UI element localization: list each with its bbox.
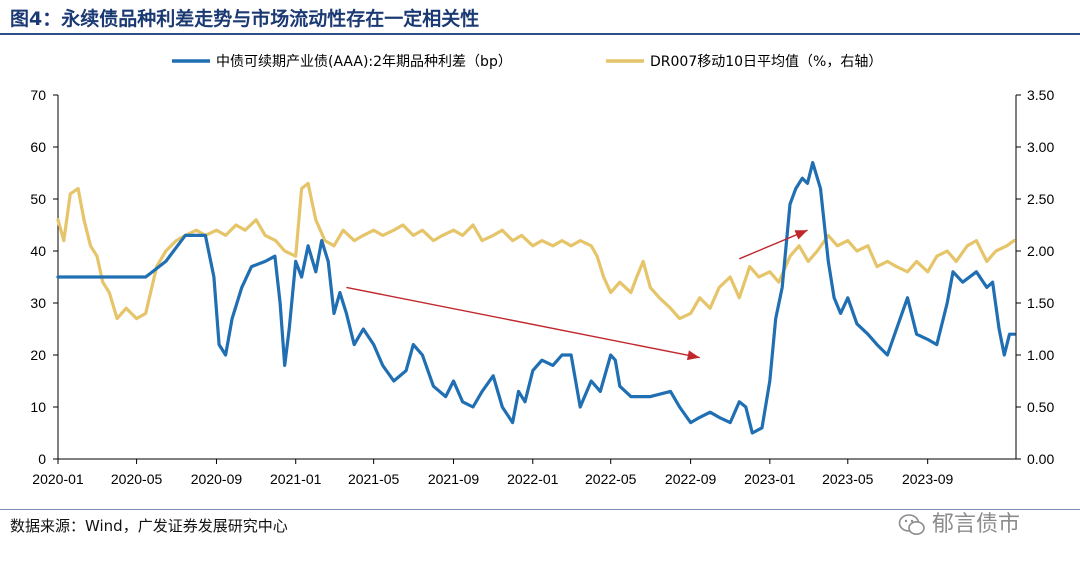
axes-layer: 0 10 20 30 40 50 60 70 0.00 0.50 1.00 1.50 2.00 2.50 3… (30, 87, 1054, 487)
y-left-tick-label: 0 (38, 451, 46, 467)
y-right-tick-label: 3.50 (1027, 87, 1054, 103)
watermark: 郁言债市 (898, 506, 1020, 538)
wechat-icon (898, 514, 925, 535)
x-tick-label: 2021-05 (348, 471, 400, 487)
series-line-spread (56, 161, 1016, 435)
y-left-tick-label: 40 (30, 243, 46, 259)
y-right-tick-label: 0.50 (1027, 399, 1054, 415)
trend-arrow-head (794, 230, 808, 240)
y-left-tick-label: 10 (30, 399, 46, 415)
x-tick-label: 2022-05 (585, 471, 637, 487)
legend-label-dr007: DR007移动10日平均值（%，右轴） (650, 54, 882, 70)
footer-divider (0, 509, 1080, 510)
legend-label-spread: 中债可续期产业债(AAA):2年期品种利差（bp） (216, 53, 512, 70)
y-left-tick-label: 50 (30, 191, 46, 207)
series-layer (56, 161, 1016, 435)
y-left-tick-label: 30 (30, 295, 46, 311)
x-tick-label: 2021-01 (270, 471, 322, 487)
trend-arrow (346, 286, 700, 361)
y-right-tick-label: 0.00 (1027, 451, 1054, 467)
y-left-tick-label: 70 (30, 87, 46, 103)
chart-svg: 0 10 20 30 40 50 60 70 0.00 0.50 1.00 1.50 2.00 2.50 3… (30, 53, 1054, 487)
series-line-dr007 (56, 181, 1016, 321)
x-tick-label: 2023-05 (822, 471, 874, 487)
y-left-tick-label: 60 (30, 139, 46, 155)
trend-arrow-shaft (739, 229, 808, 260)
x-tick-label: 2022-01 (507, 471, 559, 487)
x-tick-label: 2020-01 (32, 471, 84, 487)
y-right-tick-label: 3.00 (1027, 139, 1054, 155)
x-tick-label: 2022-09 (665, 471, 717, 487)
x-tick-label: 2020-05 (111, 471, 163, 487)
source-note: 数据来源：Wind，广发证券发展研究中心 (10, 517, 288, 535)
trend-arrow-shaft (346, 286, 700, 359)
y-right-tick-label: 2.00 (1027, 243, 1054, 259)
x-tick-label: 2023-01 (744, 471, 796, 487)
x-tick-label: 2020-09 (191, 471, 243, 487)
figure-title: 图4：永续债品种利差走势与市场流动性存在一定相关性 (10, 8, 480, 30)
trend-arrow (739, 229, 808, 260)
annotation-layer (346, 229, 808, 361)
watermark-text: 郁言债市 (932, 512, 1021, 537)
y-right-tick-label: 1.00 (1027, 347, 1054, 363)
y-right-tick-label: 2.50 (1027, 191, 1054, 207)
y-left-tick-label: 20 (30, 347, 46, 363)
x-tick-label: 2023-09 (902, 471, 954, 487)
legend: 中债可续期产业债(AAA):2年期品种利差（bp） DR007移动10日平均值（%… (172, 53, 882, 70)
figure-title-bar: 图4：永续债品种利差走势与市场流动性存在一定相关性 (0, 0, 1080, 36)
title-underline (0, 33, 1080, 35)
y-right-tick-label: 1.50 (1027, 295, 1054, 311)
x-tick-label: 2021-09 (428, 471, 480, 487)
trend-arrow-head (686, 350, 700, 361)
